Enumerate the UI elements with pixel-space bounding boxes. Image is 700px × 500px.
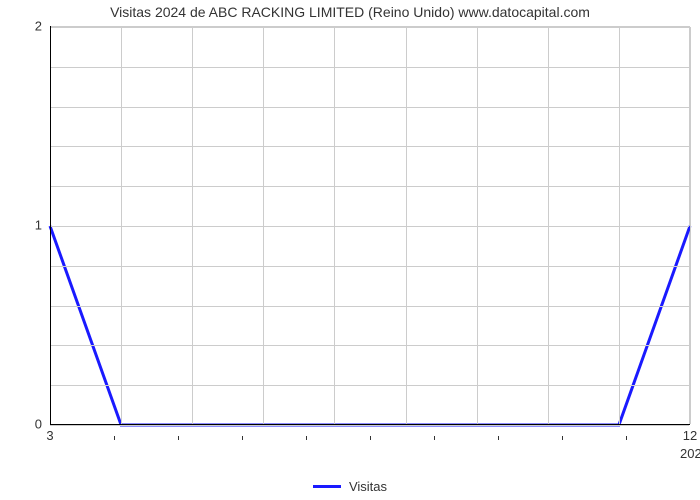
- y-tick-label: 0: [35, 417, 42, 432]
- x-minor-tick: [626, 436, 627, 440]
- x-axis: [50, 424, 690, 425]
- chart-title: Visitas 2024 de ABC RACKING LIMITED (Rei…: [0, 4, 700, 20]
- x-minor-tick: [306, 436, 307, 440]
- grid-line-vertical: [477, 27, 478, 424]
- grid-line-horizontal: [50, 425, 689, 426]
- grid-line-horizontal: [50, 107, 689, 108]
- legend-swatch: [313, 485, 341, 488]
- grid-line-vertical: [406, 27, 407, 424]
- x-minor-tick: [114, 436, 115, 440]
- x-minor-tick: [178, 436, 179, 440]
- grid-line-horizontal: [50, 306, 689, 307]
- y-tick-label: 2: [35, 19, 42, 34]
- x-minor-tick: [242, 436, 243, 440]
- grid-line-horizontal: [50, 385, 689, 386]
- series-line: [50, 226, 690, 425]
- grid-line-horizontal: [50, 67, 689, 68]
- x-minor-tick: [562, 436, 563, 440]
- grid-line-horizontal: [50, 226, 689, 227]
- grid-line-vertical: [263, 27, 264, 424]
- legend-label: Visitas: [349, 479, 387, 494]
- grid-line-vertical: [192, 27, 193, 424]
- x-minor-tick: [434, 436, 435, 440]
- x-minor-tick: [498, 436, 499, 440]
- grid-line-vertical: [548, 27, 549, 424]
- grid-line-vertical: [619, 27, 620, 424]
- grid-line-horizontal: [50, 266, 689, 267]
- x-minor-tick: [370, 436, 371, 440]
- grid-line-horizontal: [50, 146, 689, 147]
- x-tick-label: 12: [683, 428, 697, 443]
- grid-line-vertical: [121, 27, 122, 424]
- grid-line-horizontal: [50, 186, 689, 187]
- grid-line-horizontal: [50, 345, 689, 346]
- grid-line-vertical: [690, 27, 691, 424]
- legend: Visitas: [0, 478, 700, 494]
- x-secondary-label: 202: [680, 446, 700, 461]
- chart-container: Visitas 2024 de ABC RACKING LIMITED (Rei…: [0, 0, 700, 500]
- grid-line-vertical: [334, 27, 335, 424]
- grid-line-horizontal: [50, 27, 689, 28]
- y-tick-label: 1: [35, 218, 42, 233]
- plot-area: [50, 26, 690, 424]
- x-tick-label: 3: [46, 428, 53, 443]
- y-axis: [50, 26, 51, 424]
